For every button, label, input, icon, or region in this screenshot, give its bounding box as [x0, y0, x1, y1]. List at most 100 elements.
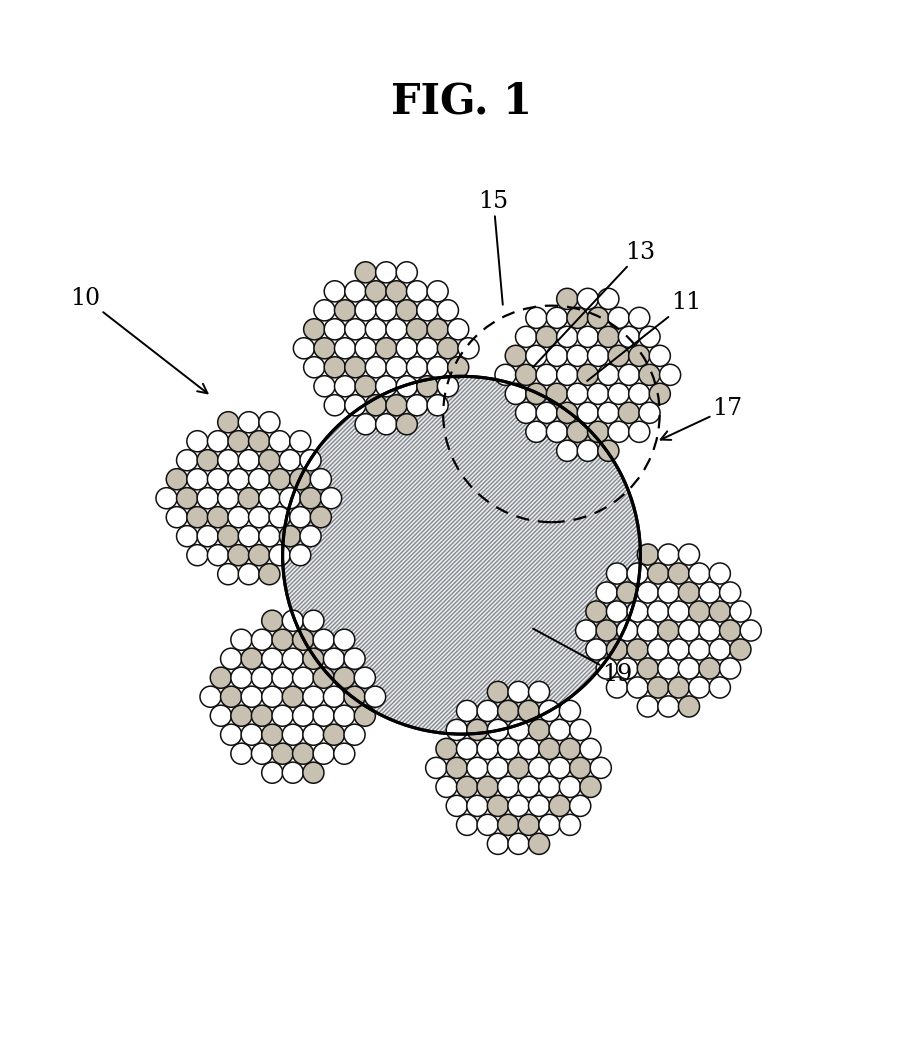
Circle shape [678, 582, 700, 604]
Circle shape [270, 469, 290, 489]
Circle shape [186, 469, 208, 489]
Circle shape [208, 544, 229, 566]
Circle shape [546, 307, 568, 329]
Circle shape [567, 307, 588, 329]
Circle shape [396, 300, 417, 320]
Circle shape [282, 648, 304, 669]
Circle shape [598, 402, 619, 423]
Circle shape [376, 375, 397, 397]
Circle shape [282, 376, 641, 734]
Circle shape [417, 300, 438, 320]
Circle shape [300, 487, 321, 509]
Circle shape [300, 526, 321, 546]
Circle shape [678, 657, 700, 679]
Circle shape [248, 507, 270, 528]
Circle shape [376, 414, 397, 435]
Circle shape [580, 738, 601, 759]
Circle shape [303, 686, 324, 707]
Circle shape [598, 327, 619, 347]
Circle shape [355, 375, 377, 397]
Circle shape [658, 657, 679, 679]
Circle shape [258, 526, 280, 546]
Circle shape [238, 487, 259, 509]
Circle shape [366, 281, 387, 302]
Circle shape [505, 384, 526, 404]
Circle shape [648, 639, 668, 660]
Circle shape [596, 657, 617, 679]
Circle shape [497, 738, 519, 759]
Circle shape [290, 430, 311, 452]
Circle shape [313, 667, 334, 689]
Circle shape [323, 648, 344, 669]
Circle shape [508, 757, 529, 779]
Circle shape [386, 281, 407, 302]
Circle shape [648, 563, 668, 584]
Circle shape [313, 629, 334, 650]
Circle shape [518, 814, 539, 836]
Circle shape [477, 777, 498, 797]
Circle shape [303, 610, 324, 632]
Circle shape [156, 487, 177, 509]
Circle shape [376, 338, 397, 359]
Circle shape [344, 724, 366, 746]
Circle shape [334, 744, 354, 764]
Circle shape [720, 582, 740, 604]
Circle shape [627, 639, 648, 660]
Circle shape [448, 318, 469, 340]
Circle shape [304, 357, 325, 377]
Circle shape [598, 441, 619, 461]
Circle shape [198, 450, 218, 471]
Circle shape [366, 395, 387, 416]
Circle shape [334, 705, 354, 726]
Circle shape [262, 724, 282, 746]
Circle shape [198, 526, 218, 546]
Circle shape [549, 795, 570, 816]
Circle shape [270, 544, 290, 566]
Circle shape [709, 677, 730, 698]
Circle shape [208, 469, 229, 489]
Circle shape [446, 720, 467, 740]
Circle shape [218, 526, 239, 546]
Circle shape [508, 720, 529, 740]
Circle shape [668, 677, 689, 698]
Circle shape [598, 288, 619, 309]
Circle shape [526, 421, 547, 443]
Circle shape [228, 507, 249, 528]
Circle shape [251, 744, 272, 764]
Circle shape [699, 657, 720, 679]
Circle shape [282, 610, 304, 632]
Circle shape [231, 667, 252, 689]
Circle shape [324, 281, 345, 302]
Circle shape [699, 620, 720, 641]
Circle shape [386, 357, 407, 377]
Circle shape [557, 288, 578, 309]
Circle shape [290, 507, 311, 528]
Circle shape [586, 639, 607, 660]
Circle shape [536, 327, 557, 347]
Circle shape [396, 338, 417, 359]
Circle shape [448, 357, 469, 377]
Circle shape [176, 450, 198, 471]
Circle shape [678, 696, 700, 717]
Text: 13: 13 [533, 241, 655, 367]
Circle shape [310, 507, 331, 528]
Circle shape [660, 364, 680, 386]
Circle shape [539, 738, 560, 759]
Circle shape [221, 686, 242, 707]
Circle shape [290, 544, 311, 566]
Circle shape [536, 364, 557, 386]
Circle shape [221, 724, 242, 746]
Circle shape [508, 795, 529, 816]
Circle shape [526, 307, 547, 329]
Circle shape [637, 657, 658, 679]
Circle shape [529, 681, 549, 702]
Circle shape [294, 338, 315, 359]
Circle shape [427, 281, 449, 302]
Circle shape [426, 757, 447, 779]
Circle shape [251, 705, 272, 726]
Circle shape [314, 375, 335, 397]
Circle shape [648, 677, 668, 698]
Circle shape [608, 307, 629, 329]
Circle shape [608, 345, 629, 366]
Circle shape [186, 430, 208, 452]
